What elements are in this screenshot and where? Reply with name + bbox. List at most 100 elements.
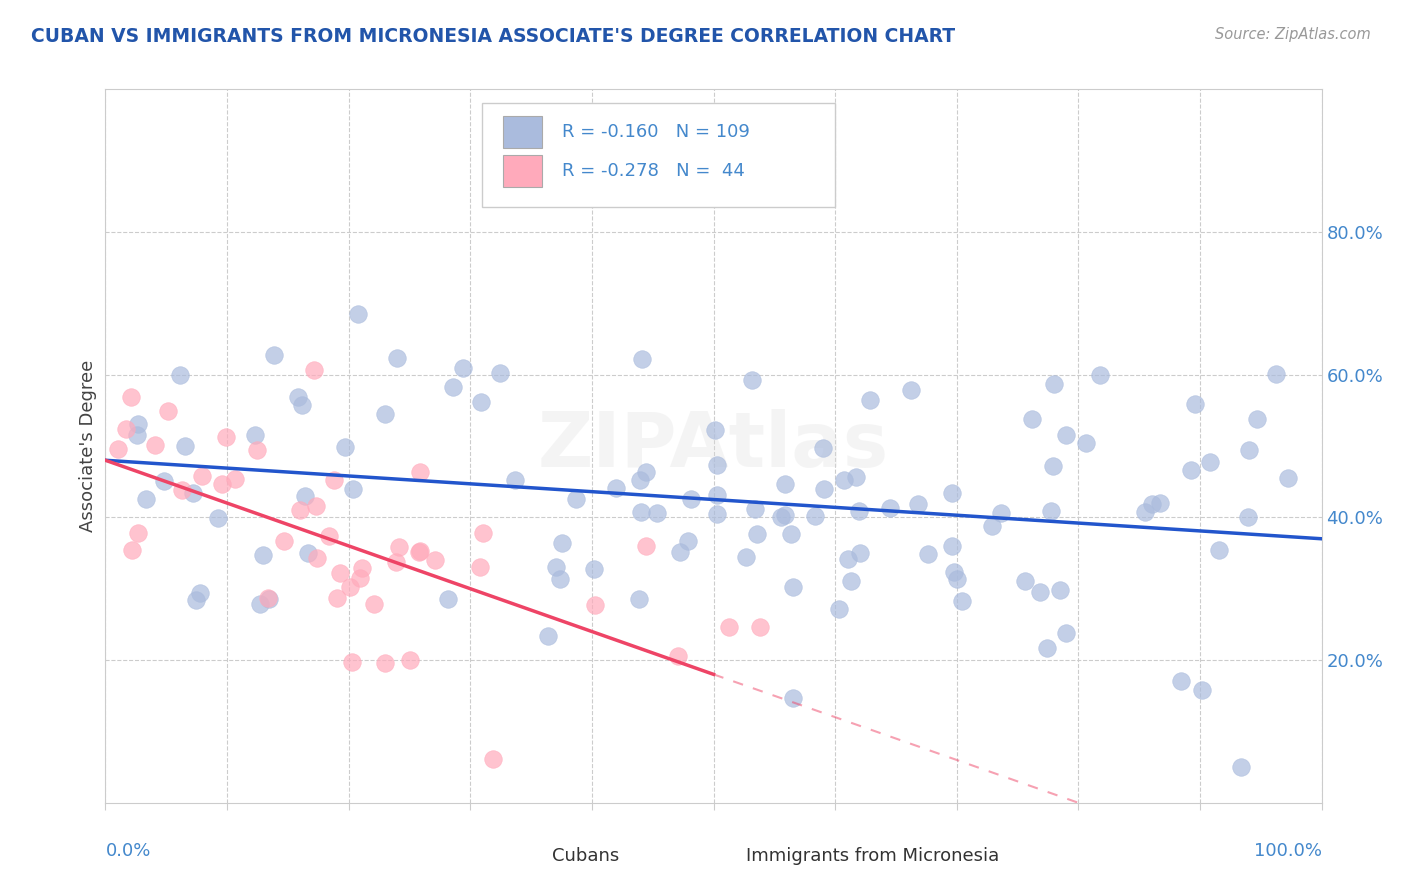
- Point: [114, 422, 136, 436]
- Point: [837, 551, 859, 566]
- Point: [536, 629, 558, 643]
- Point: [437, 591, 460, 606]
- Point: [1229, 760, 1251, 774]
- Point: [143, 438, 166, 452]
- Point: [941, 486, 963, 500]
- Point: [1014, 574, 1036, 588]
- FancyBboxPatch shape: [482, 103, 835, 207]
- Point: [305, 499, 328, 513]
- Point: [706, 458, 728, 473]
- Point: [782, 691, 804, 706]
- Point: [349, 570, 371, 584]
- Point: [287, 390, 309, 404]
- Point: [441, 380, 464, 394]
- Point: [630, 352, 652, 367]
- Point: [828, 601, 851, 615]
- Point: [1180, 463, 1202, 477]
- FancyBboxPatch shape: [513, 847, 540, 865]
- Point: [900, 383, 922, 397]
- Point: [468, 560, 491, 574]
- Point: [263, 348, 285, 362]
- Point: [666, 648, 689, 663]
- Point: [990, 506, 1012, 520]
- Point: [605, 481, 627, 495]
- Point: [388, 540, 411, 554]
- Point: [488, 366, 510, 380]
- Text: CUBAN VS IMMIGRANTS FROM MICRONESIA ASSOCIATE'S DEGREE CORRELATION CHART: CUBAN VS IMMIGRANTS FROM MICRONESIA ASSO…: [31, 27, 955, 45]
- Point: [156, 404, 179, 418]
- Point: [1035, 641, 1057, 656]
- Point: [153, 474, 176, 488]
- Point: [1191, 683, 1213, 698]
- Point: [1049, 583, 1071, 598]
- Point: [1054, 428, 1077, 442]
- Point: [769, 509, 792, 524]
- Point: [339, 580, 361, 594]
- FancyBboxPatch shape: [503, 116, 543, 148]
- Point: [1042, 459, 1064, 474]
- Point: [839, 574, 862, 588]
- Point: [174, 439, 197, 453]
- Point: [384, 555, 406, 569]
- Point: [1237, 510, 1260, 524]
- Point: [1088, 368, 1111, 382]
- Point: [849, 546, 872, 560]
- Point: [135, 491, 157, 506]
- Point: [1170, 674, 1192, 689]
- Point: [1054, 626, 1077, 640]
- Text: Source: ZipAtlas.com: Source: ZipAtlas.com: [1215, 27, 1371, 42]
- Point: [1076, 435, 1098, 450]
- Point: [342, 482, 364, 496]
- Point: [1208, 542, 1230, 557]
- Point: [845, 470, 868, 484]
- Point: [120, 390, 142, 404]
- Point: [634, 539, 657, 553]
- Text: 100.0%: 100.0%: [1254, 842, 1322, 860]
- Point: [813, 483, 835, 497]
- Point: [451, 361, 474, 376]
- Point: [290, 398, 312, 412]
- Text: 0.0%: 0.0%: [105, 842, 150, 860]
- Point: [583, 599, 606, 613]
- Point: [472, 526, 495, 541]
- Point: [257, 591, 280, 606]
- Point: [340, 655, 363, 669]
- Point: [252, 548, 274, 562]
- Point: [408, 545, 430, 559]
- Point: [634, 465, 657, 479]
- Point: [544, 559, 567, 574]
- Point: [848, 504, 870, 518]
- Point: [398, 653, 420, 667]
- Point: [322, 474, 344, 488]
- Point: [950, 594, 973, 608]
- Point: [917, 547, 939, 561]
- Point: [329, 566, 352, 581]
- Point: [273, 533, 295, 548]
- Point: [409, 544, 432, 558]
- Point: [350, 561, 373, 575]
- Point: [775, 508, 797, 523]
- Point: [565, 491, 588, 506]
- Point: [1039, 504, 1062, 518]
- Point: [1142, 497, 1164, 511]
- Point: [181, 486, 204, 500]
- Point: [125, 427, 148, 442]
- Point: [834, 473, 856, 487]
- Text: ZIPAtlas: ZIPAtlas: [538, 409, 889, 483]
- Text: Immigrants from Micronesia: Immigrants from Micronesia: [747, 847, 1000, 865]
- Point: [374, 407, 396, 421]
- Point: [811, 442, 834, 456]
- Point: [1029, 585, 1052, 599]
- Point: [186, 592, 208, 607]
- Y-axis label: Associate's Degree: Associate's Degree: [79, 359, 97, 533]
- Point: [630, 505, 652, 519]
- Point: [326, 591, 349, 605]
- Point: [188, 586, 211, 600]
- Point: [879, 501, 901, 516]
- Point: [748, 620, 770, 634]
- Point: [645, 506, 668, 520]
- Point: [243, 428, 266, 442]
- Point: [374, 656, 396, 670]
- Point: [741, 373, 763, 387]
- Point: [943, 566, 966, 580]
